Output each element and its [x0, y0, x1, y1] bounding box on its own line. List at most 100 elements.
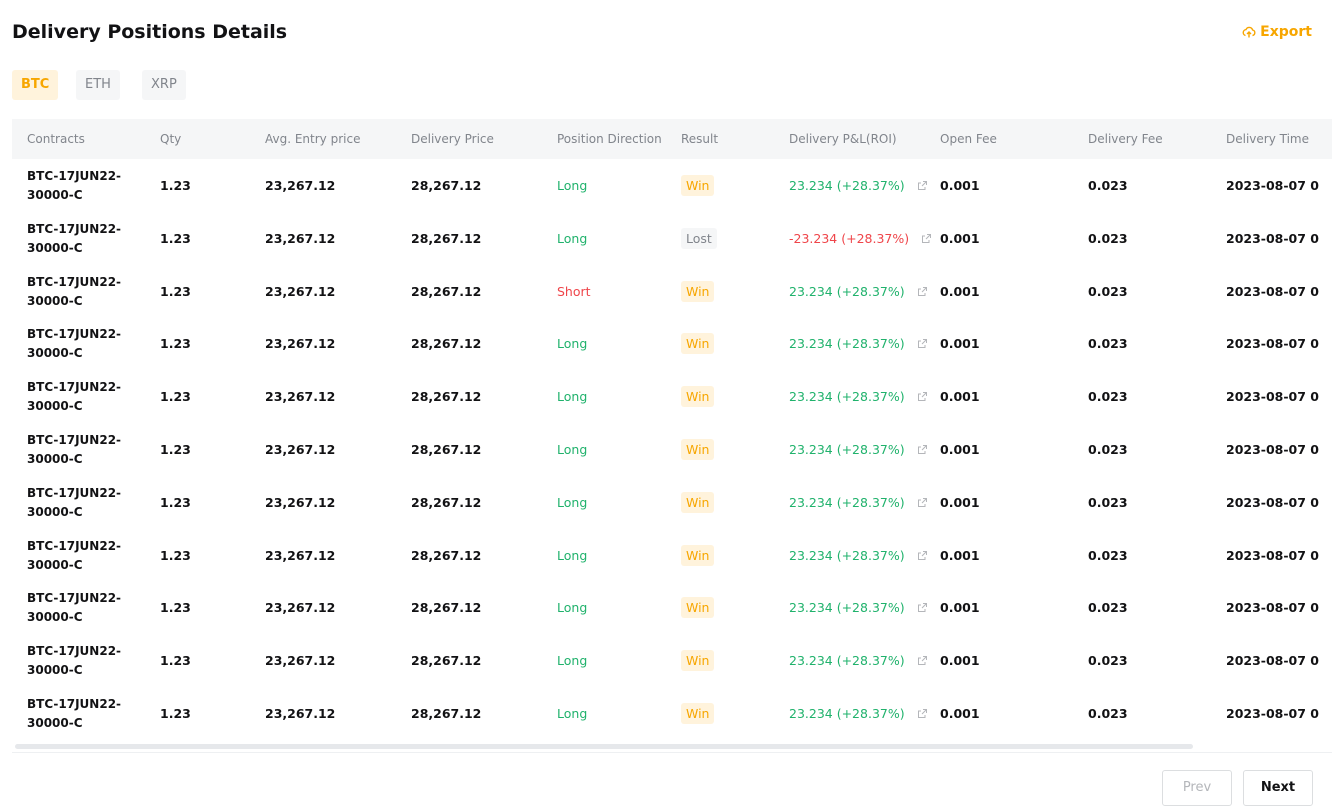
export-button[interactable]: Export	[1242, 24, 1312, 40]
pnl-cell: -23.234 (+28.37%)	[789, 231, 932, 246]
direction-cell: Short	[557, 283, 591, 299]
column-header: Result	[681, 132, 719, 146]
column-header: Avg. Entry price	[265, 132, 361, 146]
pnl-cell: 23.234 (+28.37%)	[789, 706, 928, 721]
table-cell: 2023-08-07 0	[1226, 706, 1320, 721]
direction-cell: Long	[557, 442, 588, 457]
table-cell: 1.23	[160, 336, 191, 352]
table-cell: 2023-08-07 0	[1226, 547, 1320, 563]
table-cell: 0.023	[1088, 336, 1128, 352]
contract-cell: BTC-17JUN22-30000-C	[27, 538, 122, 572]
share-icon[interactable]	[917, 550, 928, 561]
table-cell: 1.23	[160, 600, 191, 616]
divider	[12, 752, 1332, 753]
table-cell: 0.001	[940, 442, 980, 457]
table-cell: 0.023	[1088, 653, 1128, 669]
tab[interactable]: XRP	[142, 70, 186, 100]
pnl-cell: 23.234 (+28.37%)	[789, 284, 928, 299]
table-cell: 2023-08-07 0	[1226, 178, 1320, 193]
table-cell: 1.23	[160, 389, 191, 405]
contract-cell: BTC-17JUN22-30000-C	[27, 591, 122, 625]
share-icon[interactable]	[917, 708, 928, 719]
share-icon[interactable]	[917, 286, 928, 297]
column-header: Delivery Time	[1226, 132, 1309, 146]
pnl-value: 23.234 (+28.37%)	[789, 494, 905, 510]
pnl-value: 23.234 (+28.37%)	[789, 442, 905, 457]
table-cell: 23,267.12	[265, 283, 336, 299]
contract-cell: BTC-17JUN22-30000-C	[27, 221, 122, 255]
table-cell: 23,267.12	[265, 389, 336, 405]
pnl-value: 23.234 (+28.37%)	[789, 283, 905, 299]
export-icon	[1242, 26, 1256, 38]
pnl-cell: 23.234 (+28.37%)	[789, 336, 928, 351]
table-cell: 28,267.12	[411, 442, 482, 457]
contract-cell: BTC-17JUN22-30000-C	[27, 644, 122, 678]
tab[interactable]: BTC	[12, 70, 59, 100]
direction-cell: Long	[557, 653, 588, 669]
table-cell: 1.23	[160, 283, 191, 299]
table-cell: 0.001	[940, 706, 980, 721]
table-cell: 28,267.12	[411, 494, 482, 510]
scrollbar[interactable]	[15, 744, 1193, 749]
table-cell: 1.23	[160, 494, 191, 510]
table-cell: 2023-08-07 0	[1226, 389, 1320, 405]
result-badge: Win	[681, 386, 715, 408]
table-cell: 0.001	[940, 283, 980, 299]
result-badge: Win	[681, 597, 715, 619]
share-icon[interactable]	[917, 497, 928, 508]
pnl-value: 23.234 (+28.37%)	[789, 178, 905, 193]
table-cell: 1.23	[160, 178, 191, 193]
table-cell: 23,267.12	[265, 230, 336, 246]
contract-cell: BTC-17JUN22-30000-C	[27, 274, 122, 308]
table-cell: 28,267.12	[411, 653, 482, 669]
table-cell: 0.023	[1088, 389, 1128, 405]
share-icon[interactable]	[921, 233, 932, 244]
share-icon[interactable]	[917, 655, 928, 666]
table-cell: 23,267.12	[265, 494, 336, 510]
contract-cell: BTC-17JUN22-30000-C	[27, 433, 122, 466]
contract-cell: BTC-17JUN22-30000-C	[27, 169, 122, 202]
share-icon[interactable]	[917, 444, 928, 455]
prev-button[interactable]: Prev	[1162, 770, 1232, 806]
table-cell: 1.23	[160, 547, 191, 563]
table-cell: 23,267.12	[265, 178, 336, 193]
table-cell: 28,267.12	[411, 230, 482, 246]
table-cell: 2023-08-07 0	[1226, 442, 1320, 457]
table-cell: 1.23	[160, 230, 191, 246]
table-cell: 1.23	[160, 706, 191, 721]
contract-cell: BTC-17JUN22-30000-C	[27, 697, 122, 730]
pnl-cell: 23.234 (+28.37%)	[789, 178, 928, 193]
table-cell: 0.023	[1088, 283, 1128, 299]
table-cell: 23,267.12	[265, 547, 336, 563]
share-icon[interactable]	[917, 602, 928, 613]
result-badge: Win	[681, 280, 715, 302]
table-cell: 0.001	[940, 230, 980, 246]
table-cell: 28,267.12	[411, 706, 482, 721]
pnl-value: 23.234 (+28.37%)	[789, 547, 905, 563]
share-icon[interactable]	[917, 338, 928, 349]
pnl-value: 23.234 (+28.37%)	[789, 600, 905, 616]
pnl-value: -23.234 (+28.37%)	[789, 230, 910, 246]
contract-cell: BTC-17JUN22-30000-C	[27, 485, 122, 519]
pnl-cell: 23.234 (+28.37%)	[789, 442, 928, 457]
table-cell: 2023-08-07 0	[1226, 494, 1320, 510]
table-cell: 2023-08-07 0	[1226, 600, 1320, 616]
share-icon[interactable]	[917, 391, 928, 402]
next-button[interactable]: Next	[1243, 770, 1313, 806]
table-cell: 1.23	[160, 653, 191, 669]
result-badge: Win	[681, 544, 715, 566]
table-cell: 0.001	[940, 600, 980, 616]
pnl-value: 23.234 (+28.37%)	[789, 389, 905, 405]
result-badge: Win	[681, 175, 715, 196]
table-cell: 23,267.12	[265, 442, 336, 457]
tab[interactable]: ETH	[76, 70, 120, 100]
column-header: Delivery P&L(ROI)	[789, 132, 897, 146]
table-cell: 0.023	[1088, 494, 1128, 510]
direction-cell: Long	[557, 336, 588, 352]
result-badge: Win	[681, 333, 715, 355]
table-cell: 0.001	[940, 389, 980, 405]
share-icon[interactable]	[917, 180, 928, 191]
table-cell: 23,267.12	[265, 600, 336, 616]
pnl-value: 23.234 (+28.37%)	[789, 336, 905, 352]
table-cell: 0.001	[940, 336, 980, 352]
